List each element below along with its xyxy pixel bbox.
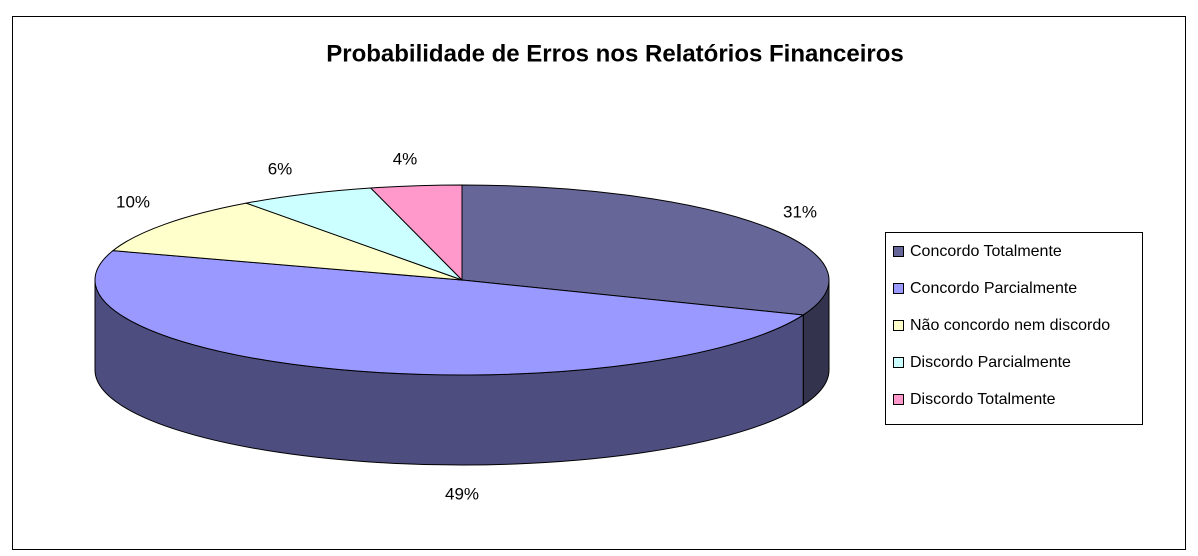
legend-swatch [893,246,904,257]
data-label: 10% [116,192,150,211]
legend-swatch [893,394,904,405]
legend-label: Concordo Parcialmente [910,280,1077,297]
legend-label: Discordo Totalmente [910,391,1056,408]
legend-label: Concordo Totalmente [910,243,1062,260]
legend-swatch [893,283,904,294]
legend-box [885,232,1143,425]
data-label: 4% [393,149,418,168]
data-label: 6% [268,159,293,178]
slice [111,202,463,281]
legend-label: Não concordo nem discordo [910,317,1110,334]
chart-title: Probabilidade de Erros nos Relatórios Fi… [326,40,903,67]
data-label: 49% [445,484,479,503]
slice [244,187,463,281]
slice [369,184,463,282]
slice [94,250,805,376]
slice [461,184,830,316]
data-label: 31% [783,202,817,221]
legend-swatch [893,320,904,331]
legend-swatch [893,357,904,368]
legend-label: Discordo Parcialmente [910,354,1071,371]
